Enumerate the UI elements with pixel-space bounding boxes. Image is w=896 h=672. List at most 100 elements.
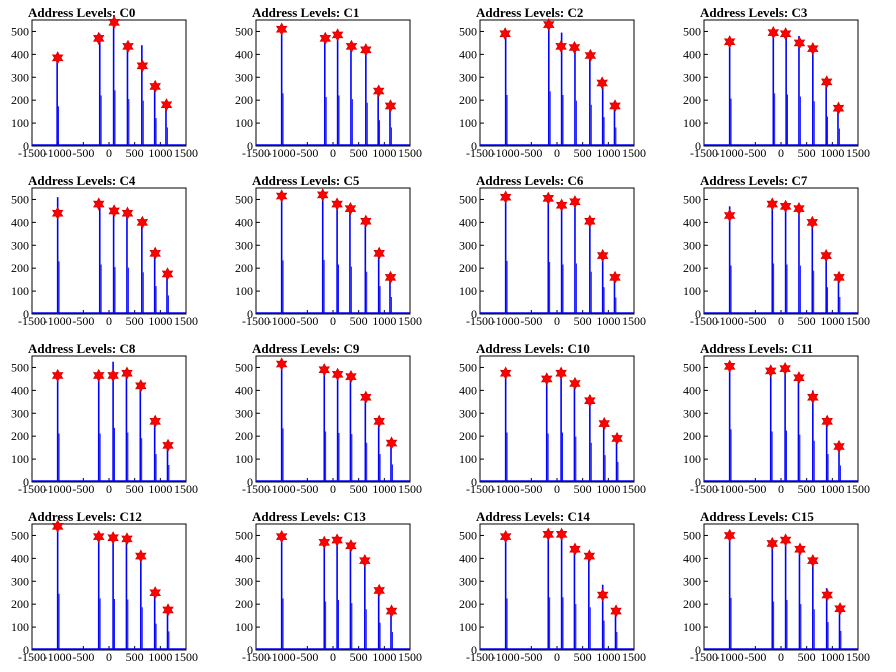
x-tick-label: -1000 [716,314,744,328]
y-tick-label: 0 [471,139,477,153]
peak-marker [360,390,372,404]
x-tick-label: 500 [126,482,144,496]
y-tick-label: 400 [235,47,253,61]
x-tick-label: 0 [330,482,336,496]
peak-marker [51,206,64,220]
subplot-title: Address Levels: C4 [28,173,136,188]
subplot-title: Address Levels: C8 [28,341,136,356]
peak-marker [121,366,133,380]
x-tick-label: 1500 [174,146,198,160]
peak-marker [806,215,819,230]
y-tick-label: 500 [459,192,477,206]
subplot-c13: Address Levels: C13 0 100 200 300 400 500 -1500… [235,509,422,664]
y-tick-label: 0 [695,475,701,489]
peak-marker [821,414,833,428]
x-tick-label: 500 [350,146,368,160]
x-tick-label: -500 [744,146,766,160]
peak-marker [834,602,846,616]
y-tick-label: 500 [459,24,477,38]
plot-frame [31,19,187,147]
x-tick-label: -500 [744,314,766,328]
x-tick-label: -500 [744,482,766,496]
peak-marker [149,246,161,260]
peak-marker [807,554,819,568]
x-tick-label: -1500 [466,146,494,160]
x-tick-label: -1000 [716,482,744,496]
x-tick-label: -1000 [44,314,72,328]
x-tick-label: -1500 [242,146,270,160]
x-tick-label: -1000 [44,482,72,496]
x-tick-label: 500 [350,314,368,328]
y-tick-label: 500 [683,24,701,38]
peak-marker [610,604,622,618]
x-tick-label: -1000 [268,650,296,664]
peak-marker [162,438,174,452]
y-tick-label: 500 [683,192,701,206]
x-tick-label: -500 [296,482,318,496]
plot-frame [255,355,411,483]
y-tick-label: 100 [459,620,477,634]
peak-marker [764,364,777,378]
peak-marker [331,533,343,547]
peak-marker [275,22,288,36]
y-tick-label: 100 [11,116,29,130]
peak-marker [779,27,792,41]
peak-marker [331,28,344,42]
x-tick-label: 1000 [596,482,620,496]
x-tick-label: 500 [798,314,816,328]
peak-marker [107,531,119,545]
y-tick-label: 300 [459,406,477,420]
subplot-c6: Address Levels: C60100200300400500-1500-… [459,173,646,328]
y-tick-label: 100 [235,620,253,634]
x-tick-label: -500 [72,482,94,496]
y-tick-label: 100 [683,620,701,634]
y-tick-label: 500 [235,528,253,542]
y-tick-label: 200 [11,93,29,107]
peak-marker [135,379,147,393]
x-tick-label: -1500 [18,314,46,328]
subplot-c5: Address Levels: C50100200300400500-1500-… [235,173,422,328]
peak-marker [331,197,343,211]
peak-marker [598,416,610,431]
subplot-c10: Address Levels: C10 0 100 200 300 400 500 -1500… [459,341,646,496]
x-tick-label: 1500 [846,650,870,664]
y-tick-label: 200 [683,93,701,107]
y-tick-label: 100 [683,284,701,298]
y-tick-label: 300 [11,238,29,252]
peak-marker [385,604,398,618]
subplot-title: Address Levels: C1 [252,5,359,20]
peak-marker [344,201,357,216]
subplot-title: Address Levels: C15 [700,509,814,524]
x-tick-label: 1500 [174,482,198,496]
x-tick-label: -1000 [716,146,744,160]
x-tick-label: 1000 [820,146,844,160]
x-tick-label: -1500 [690,482,718,496]
x-tick-label: 1000 [148,650,172,664]
peak-marker [555,198,568,212]
plot-frame [31,187,187,315]
x-tick-label: 1000 [148,482,172,496]
peak-marker [794,542,806,556]
subplot-title: Address Levels: C11 [700,341,813,356]
y-tick-label: 500 [235,192,253,206]
y-tick-label: 200 [459,597,477,611]
peak-marker [569,376,581,391]
x-tick-label: 500 [798,482,816,496]
x-tick-label: -1500 [690,650,718,664]
y-tick-label: 500 [11,24,29,38]
peak-marker [793,201,805,216]
y-tick-label: 200 [459,93,477,107]
x-tick-label: 0 [330,146,336,160]
y-tick-label: 300 [235,406,253,420]
plot-frame [703,355,859,483]
y-tick-label: 400 [459,47,477,61]
x-tick-label: -500 [72,314,94,328]
y-tick-label: 100 [459,116,477,130]
x-tick-label: 0 [778,482,784,496]
subplot-title: Address Levels: C2 [476,5,583,20]
peak-marker [543,17,555,32]
x-tick-label: 1000 [148,146,172,160]
subplot-title: Address Levels: C13 [252,509,366,524]
subplot-c3: Address Levels: C30100200300400500-1500-… [683,5,870,160]
peak-marker [275,189,288,203]
